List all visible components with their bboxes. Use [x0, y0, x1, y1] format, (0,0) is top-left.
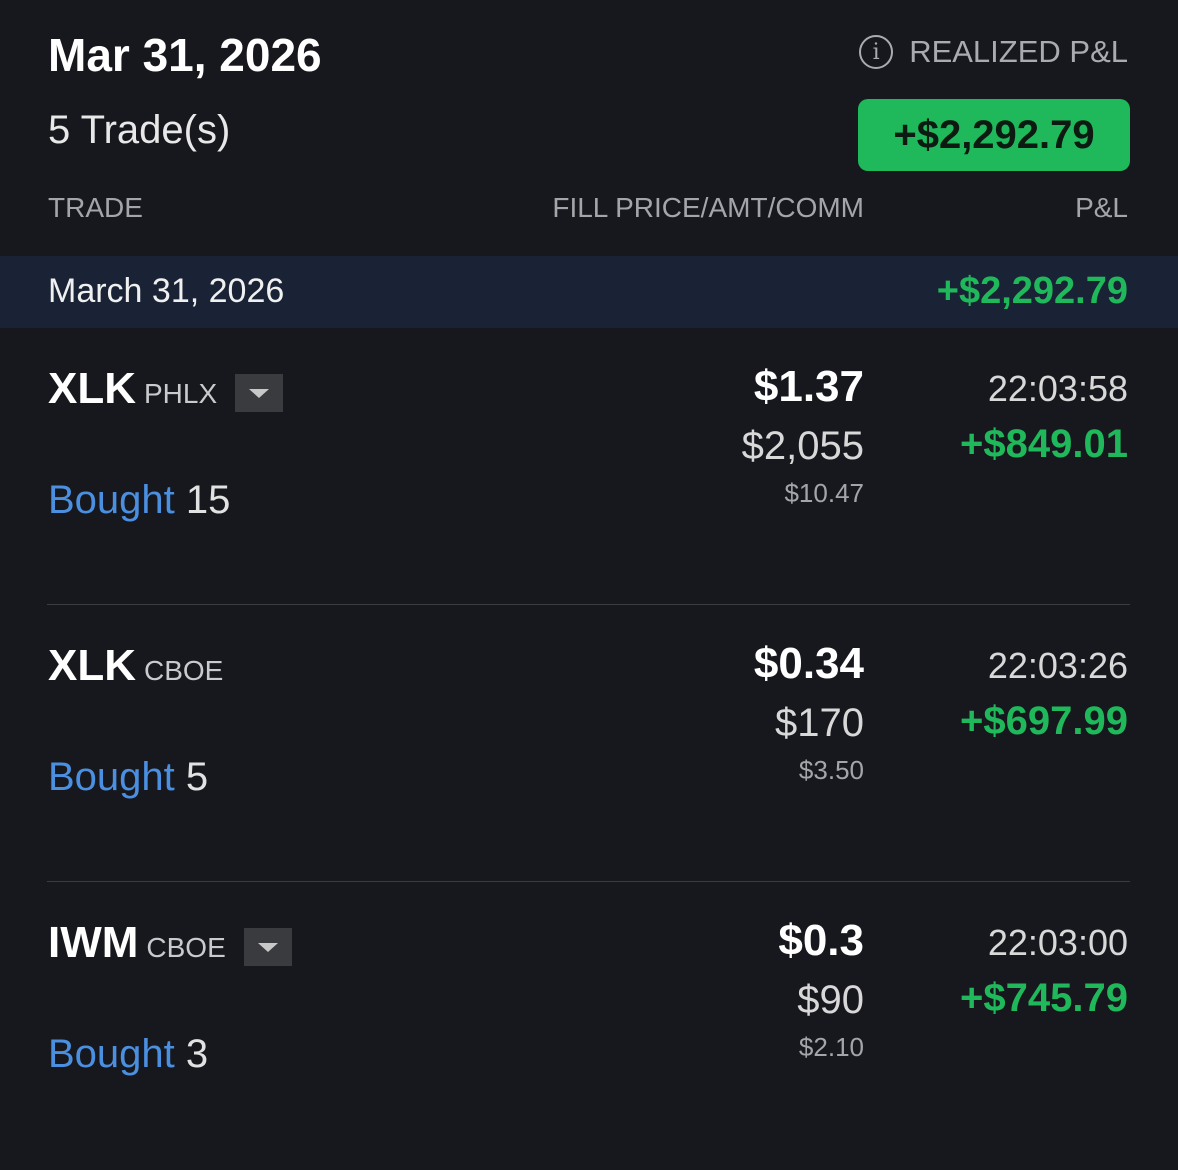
caret-down-icon — [249, 388, 270, 398]
trade-time: 22:03:26 — [987, 645, 1128, 686]
trade-side: Bought 15 — [48, 478, 230, 523]
page-title: Mar 31, 2026 — [48, 29, 322, 81]
info-icon[interactable]: i — [859, 35, 894, 69]
trade-time: 22:03:58 — [987, 368, 1128, 409]
row-divider — [47, 881, 1130, 882]
fill-price: $1.37 — [753, 362, 864, 411]
fill-price: $0.3 — [778, 916, 864, 965]
realized-pnl-text: REALIZED P&L — [909, 34, 1128, 69]
day-label: March 31, 2026 — [48, 272, 285, 310]
side-label: Bought — [48, 1032, 175, 1076]
trade-time: 22:03:00 — [987, 922, 1128, 963]
column-header-pnl: P&L — [1075, 192, 1128, 223]
trade-side: Bought 3 — [48, 1032, 208, 1077]
realized-pnl-badge: +$2,292.79 — [858, 99, 1130, 171]
exchange: CBOE — [144, 655, 224, 686]
caret-down-icon — [257, 942, 278, 952]
ticker: XLK CBOE — [48, 641, 223, 691]
commission: $3.50 — [798, 755, 864, 785]
expand-dropdown-button[interactable] — [235, 374, 284, 412]
trade-pnl: +$697.99 — [960, 699, 1128, 743]
ticker: XLK PHLX — [48, 364, 284, 414]
amount: $90 — [797, 978, 864, 1022]
expand-dropdown-button[interactable] — [243, 928, 292, 966]
realized-pnl-label: i REALIZED P&L — [859, 34, 1128, 70]
trade-pnl: +$745.79 — [960, 976, 1128, 1020]
trade-count: 5 Trade(s) — [48, 108, 231, 152]
exchange: CBOE — [146, 932, 226, 963]
trade-row[interactable]: XLK CBOE Bought 5 $0.34 $170 $3.50 22:03… — [0, 605, 1178, 882]
symbol: XLK — [48, 641, 136, 690]
trade-side: Bought 5 — [48, 755, 208, 800]
exchange: PHLX — [144, 378, 218, 409]
day-summary-row: March 31, 2026 +$2,292.79 — [0, 256, 1178, 328]
fill-price: $0.34 — [753, 639, 864, 688]
trade-pnl: +$849.01 — [960, 422, 1128, 466]
column-header-trade: TRADE — [48, 192, 143, 223]
symbol: IWM — [48, 918, 139, 967]
trade-row[interactable]: IWM CBOE Bought 3 $0.3 $90 $2.10 22:03:0… — [0, 882, 1178, 1159]
side-label: Bought — [48, 478, 175, 522]
quantity: 3 — [185, 1032, 209, 1076]
amount: $170 — [775, 701, 864, 745]
symbol: XLK — [48, 364, 136, 413]
commission: $2.10 — [798, 1032, 864, 1062]
trade-row[interactable]: XLK PHLX Bought 15 $1.37 $2,055 $10.47 2… — [0, 328, 1178, 605]
column-header-fill: FILL PRICE/AMT/COMM — [552, 192, 864, 223]
row-divider — [47, 604, 1130, 605]
day-pnl: +$2,292.79 — [936, 270, 1128, 312]
quantity: 5 — [185, 755, 209, 799]
quantity: 15 — [185, 478, 231, 522]
ticker: IWM CBOE — [48, 918, 292, 968]
amount: $2,055 — [741, 424, 864, 468]
commission: $10.47 — [784, 478, 864, 508]
side-label: Bought — [48, 755, 175, 799]
